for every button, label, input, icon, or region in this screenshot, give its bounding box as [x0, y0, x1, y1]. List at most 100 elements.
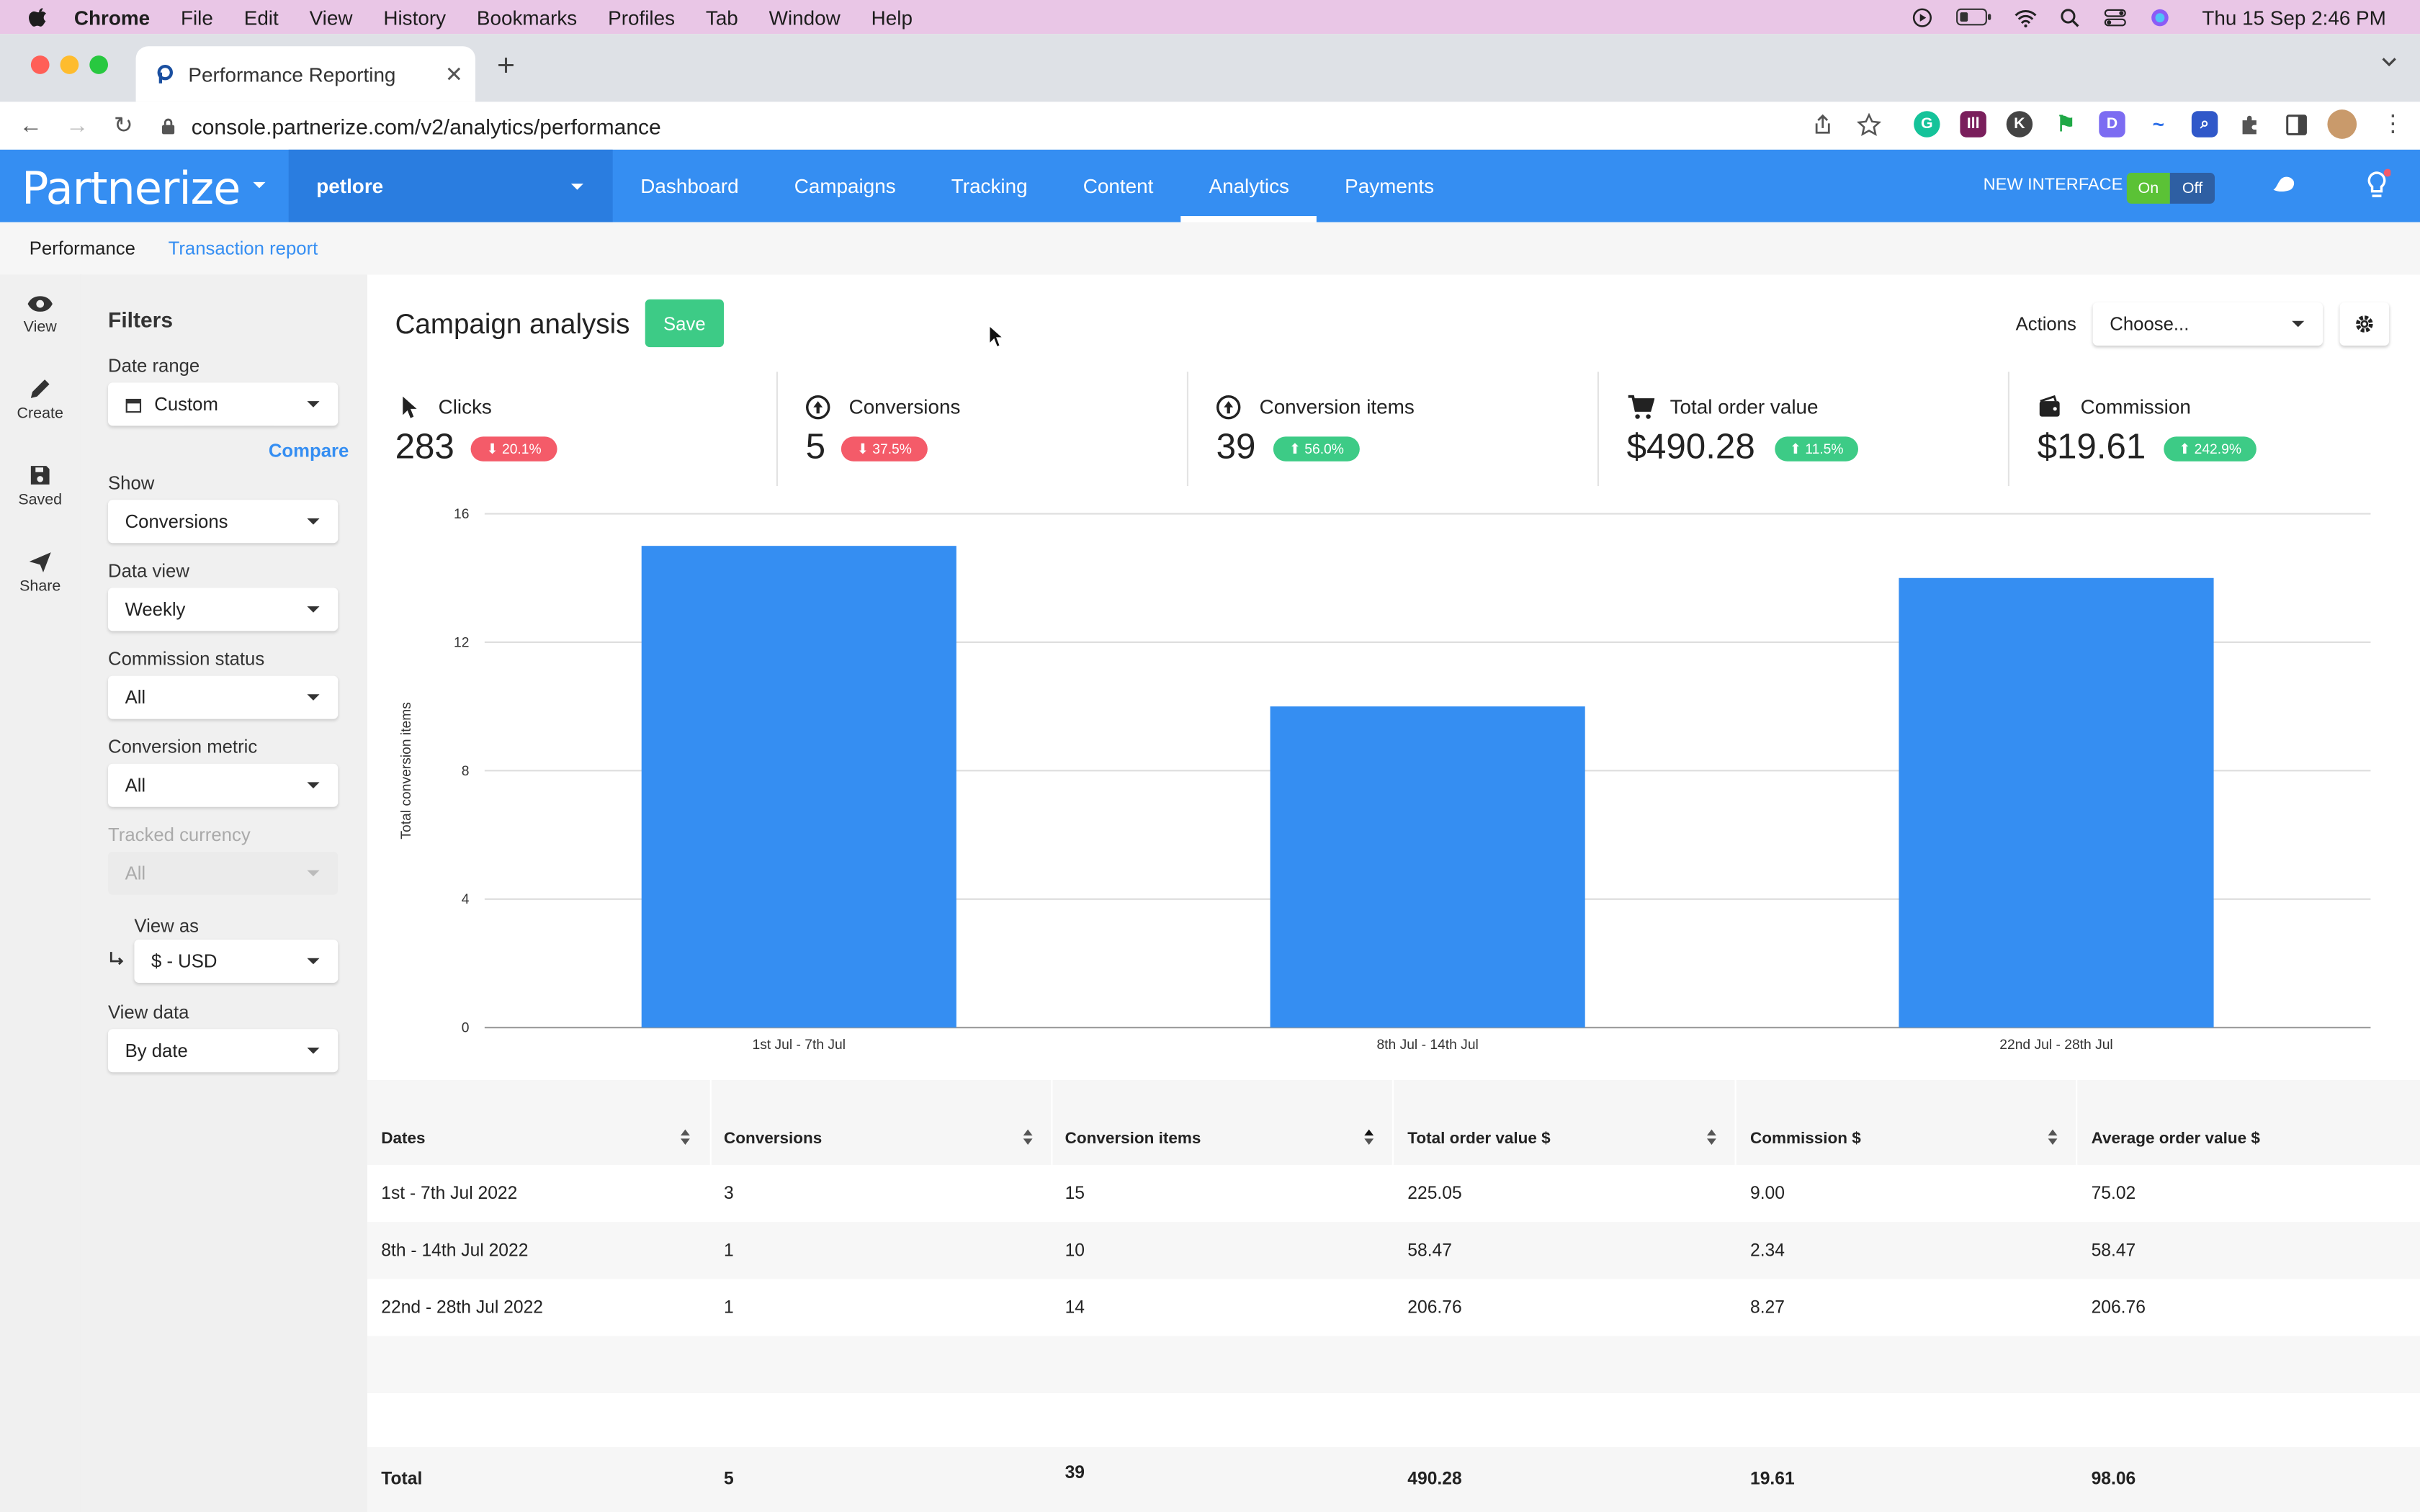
k-extension-icon[interactable]: K: [2006, 111, 2033, 138]
nav-dashboard[interactable]: Dashboard: [640, 174, 739, 198]
table-row[interactable]: 1st - 7th Jul 2022 3 15 225.05 9.00 75.0…: [367, 1165, 2420, 1222]
tab-transaction-report[interactable]: Transaction report: [168, 238, 318, 259]
rail-saved[interactable]: Saved: [0, 463, 80, 509]
view-data-select[interactable]: By date: [108, 1029, 339, 1073]
nav-content[interactable]: Content: [1083, 174, 1154, 198]
spotlight-search-icon[interactable]: [2058, 7, 2081, 27]
browser-tab[interactable]: Performance Reporting ✕: [135, 46, 476, 102]
header-total-order-value[interactable]: Total order value $: [1407, 1129, 1551, 1148]
partnerize-favicon-icon: [157, 64, 173, 84]
settings-button[interactable]: [2339, 302, 2390, 346]
bookmark-star-icon[interactable]: [1856, 112, 1882, 137]
notifications-icon[interactable]: [2269, 168, 2300, 202]
menu-bookmarks[interactable]: Bookmarks: [476, 5, 578, 29]
save-button[interactable]: Save: [645, 299, 724, 348]
puzzle-extensions-icon[interactable]: [2238, 112, 2262, 137]
menu-tab[interactable]: Tab: [705, 5, 738, 29]
y-tick-label: 0: [462, 1021, 470, 1036]
rail-create[interactable]: Create: [0, 377, 80, 423]
header-commission[interactable]: Commission $: [1750, 1129, 1861, 1148]
rail-share[interactable]: Share: [0, 549, 80, 595]
sort-icon[interactable]: [1706, 1128, 1718, 1146]
d-extension-icon[interactable]: D: [2099, 111, 2125, 138]
close-tab-icon[interactable]: ✕: [444, 61, 463, 86]
side-panel-icon[interactable]: [2284, 112, 2308, 137]
minimize-window-button[interactable]: [60, 55, 79, 74]
menu-profiles[interactable]: Profiles: [608, 5, 676, 29]
nav-analytics[interactable]: Analytics: [1180, 150, 1317, 222]
menu-history[interactable]: History: [383, 5, 447, 29]
reload-icon[interactable]: ↻: [113, 112, 133, 139]
nav-campaigns[interactable]: Campaigns: [794, 174, 896, 198]
commission-status-select[interactable]: All: [108, 675, 339, 719]
kpi-conversion-items[interactable]: Conversion items 39 ⬆ 56.0%: [1186, 372, 1597, 486]
address-bar[interactable]: console.partnerize.com/v2/analytics/perf…: [161, 107, 1889, 147]
kpi-clicks[interactable]: Clicks 283 ⬇ 20.1%: [395, 372, 806, 486]
menu-view[interactable]: View: [309, 5, 353, 29]
sort-icon[interactable]: [1363, 1128, 1375, 1146]
back-icon[interactable]: ←: [19, 112, 42, 138]
date-range-select[interactable]: Custom: [108, 382, 339, 426]
play-icon[interactable]: [1910, 7, 1933, 27]
header-dates[interactable]: Dates: [381, 1129, 426, 1148]
grammarly-extension-icon[interactable]: G: [1914, 111, 1940, 138]
chrome-menu-icon[interactable]: ⋮: [2381, 111, 2405, 138]
extension-icon[interactable]: Ill: [1960, 111, 1986, 138]
kpi-conversions[interactable]: Conversions 5 ⬇ 37.5%: [776, 372, 1187, 486]
tab-search-chevron-icon[interactable]: [2380, 53, 2398, 71]
y-tick-label: 8: [462, 764, 470, 779]
kpi-total-order-value[interactable]: Total order value $490.28 ⬆ 11.5%: [1597, 372, 2008, 486]
sort-icon[interactable]: [1022, 1128, 1034, 1146]
account-selector[interactable]: petlore: [288, 149, 613, 222]
toggle-on-button[interactable]: On: [2126, 173, 2170, 204]
menu-help[interactable]: Help: [871, 5, 913, 29]
flag-extension-icon[interactable]: ⚑: [2053, 111, 2079, 138]
cell-total-order-value: 225.05: [1407, 1184, 1462, 1204]
nav-tracking[interactable]: Tracking: [951, 174, 1028, 198]
toggle-off-button[interactable]: Off: [2169, 173, 2215, 204]
mac-menu: Chrome File Edit View History Bookmarks …: [74, 6, 913, 29]
sort-icon[interactable]: [2046, 1128, 2058, 1146]
lightbulb-icon[interactable]: [2363, 168, 2391, 202]
lock-icon[interactable]: [161, 117, 176, 136]
wifi-icon[interactable]: [2014, 7, 2037, 27]
nav-payments[interactable]: Payments: [1345, 174, 1435, 198]
control-center-icon[interactable]: [2103, 7, 2126, 27]
wave-extension-icon[interactable]: ~: [2145, 111, 2172, 138]
logo-chevron-down-icon[interactable]: [251, 179, 266, 192]
new-tab-button[interactable]: +: [497, 49, 516, 84]
header-conversion-items[interactable]: Conversion items: [1065, 1129, 1201, 1148]
apple-icon[interactable]: [28, 6, 50, 28]
battery-icon[interactable]: [1955, 8, 1991, 27]
header-average-order-value[interactable]: Average order value $: [2091, 1129, 2260, 1148]
data-view-select[interactable]: Weekly: [108, 588, 339, 631]
datetime[interactable]: Thu 15 Sep 2:46 PM: [2202, 5, 2386, 29]
header-conversions[interactable]: Conversions: [723, 1129, 823, 1148]
share-page-icon[interactable]: [1811, 112, 1835, 137]
table-row[interactable]: 22nd - 28th Jul 2022 1 14 206.76 8.27 20…: [367, 1279, 2420, 1336]
profile-avatar[interactable]: [2327, 109, 2357, 139]
rail-view[interactable]: View: [0, 293, 80, 336]
maximize-window-button[interactable]: [89, 55, 108, 74]
actions-select[interactable]: Choose...: [2092, 302, 2323, 346]
close-window-button[interactable]: [30, 55, 50, 74]
tab-performance[interactable]: Performance: [29, 238, 135, 259]
pencil-icon: [30, 379, 50, 398]
menu-window[interactable]: Window: [768, 5, 841, 29]
compare-link[interactable]: Compare: [268, 439, 349, 462]
view-as-select[interactable]: $ - USD: [134, 940, 339, 983]
show-select[interactable]: Conversions: [108, 500, 339, 544]
forward-icon[interactable]: →: [66, 112, 89, 138]
kpi-commission[interactable]: Commission $19.61 ⬆ 242.9%: [2007, 372, 2419, 486]
menu-chrome[interactable]: Chrome: [73, 5, 151, 29]
conversion-metric-select[interactable]: All: [108, 763, 339, 807]
menu-file[interactable]: File: [180, 5, 213, 29]
sort-icon[interactable]: [679, 1128, 691, 1146]
search-extension-icon[interactable]: ⌕: [2191, 111, 2218, 138]
table-row[interactable]: 8th - 14th Jul 2022 1 10 58.47 2.34 58.4…: [367, 1222, 2420, 1279]
siri-icon[interactable]: [2148, 7, 2171, 27]
conversion-metric-caret-icon: [307, 782, 320, 788]
menu-edit[interactable]: Edit: [243, 5, 279, 29]
partnerize-logo[interactable]: Partnerize: [22, 162, 241, 215]
left-rail: View Create Saved Share: [0, 274, 82, 1512]
